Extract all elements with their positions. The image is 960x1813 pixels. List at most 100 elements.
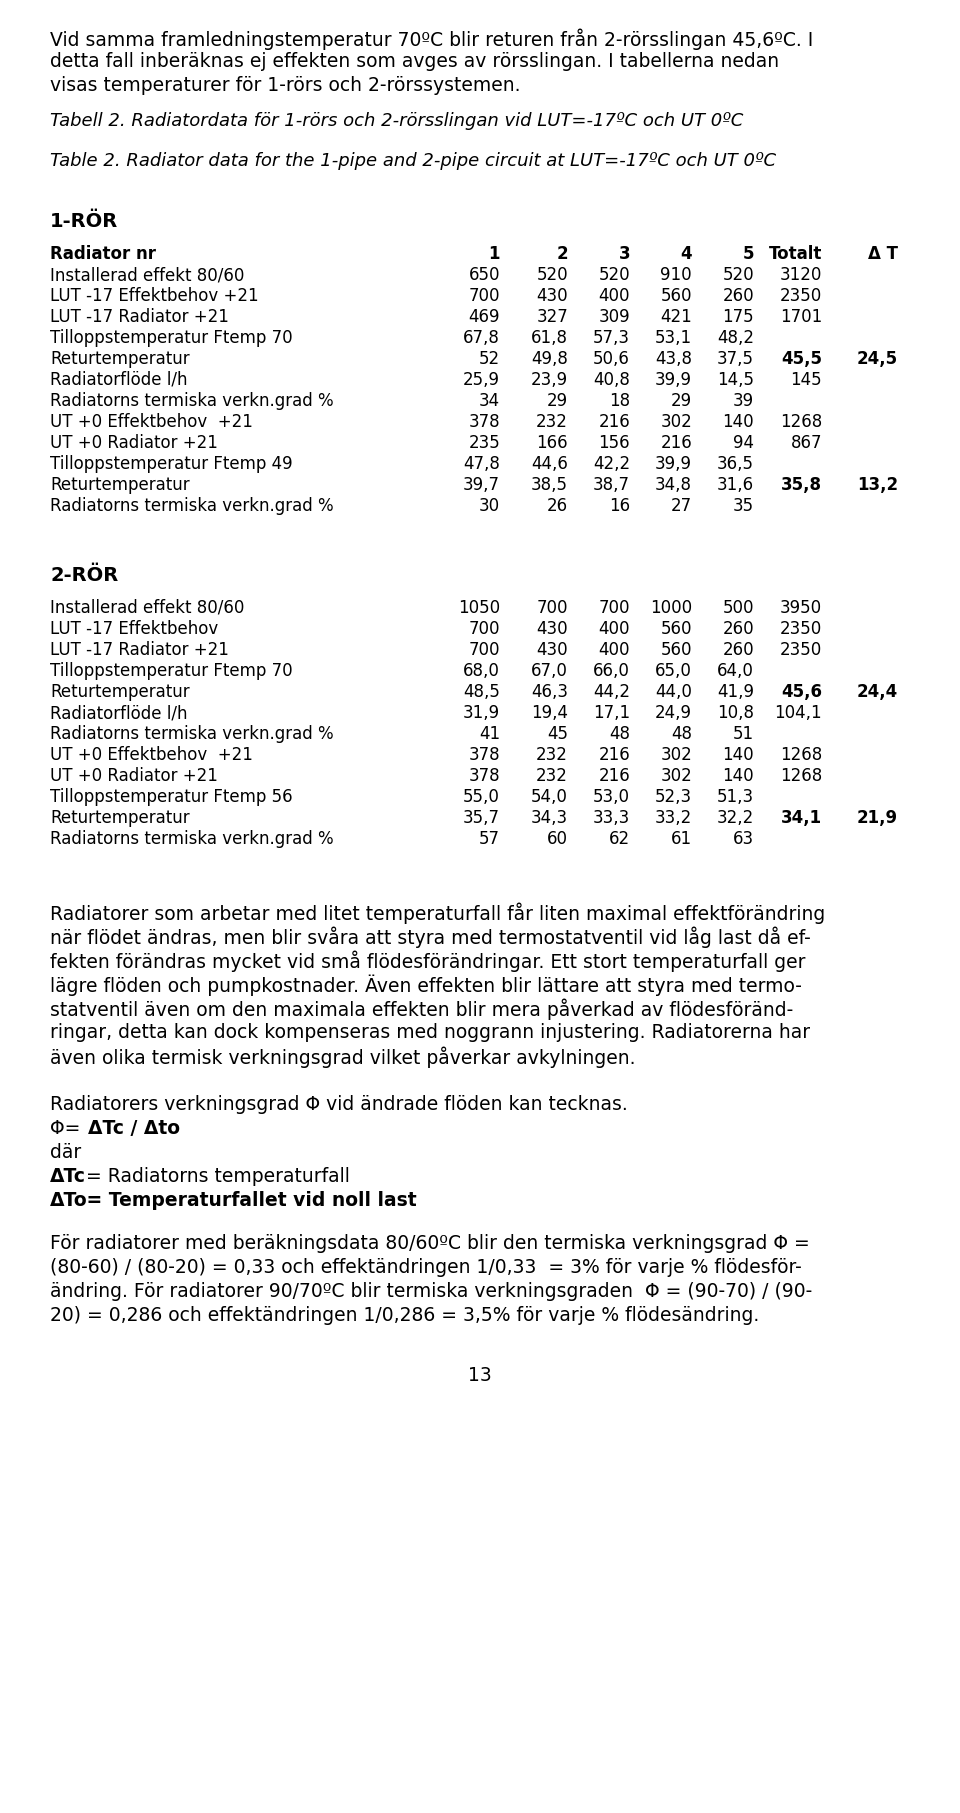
Text: 378: 378 [468, 413, 500, 431]
Text: 34,1: 34,1 [780, 809, 822, 827]
Text: UT +0 Radiator +21: UT +0 Radiator +21 [50, 433, 218, 451]
Text: Tilloppstemperatur Ftemp 70: Tilloppstemperatur Ftemp 70 [50, 662, 293, 680]
Text: Radiator nr: Radiator nr [50, 245, 156, 263]
Text: fekten förändras mycket vid små flödesförändringar. Ett stort temperaturfall ger: fekten förändras mycket vid små flödesfö… [50, 952, 805, 972]
Text: 57,3: 57,3 [593, 328, 630, 346]
Text: Returtemperatur: Returtemperatur [50, 350, 190, 368]
Text: 40,8: 40,8 [593, 372, 630, 390]
Text: UT +0 Effektbehov  +21: UT +0 Effektbehov +21 [50, 745, 252, 763]
Text: 140: 140 [722, 413, 754, 431]
Text: 166: 166 [537, 433, 568, 451]
Text: Returtemperatur: Returtemperatur [50, 809, 190, 827]
Text: 867: 867 [790, 433, 822, 451]
Text: 68,0: 68,0 [463, 662, 500, 680]
Text: Returtemperatur: Returtemperatur [50, 477, 190, 493]
Text: 39,9: 39,9 [655, 372, 692, 390]
Text: ΔTo: ΔTo [50, 1191, 87, 1209]
Text: 104,1: 104,1 [775, 703, 822, 722]
Text: 43,8: 43,8 [655, 350, 692, 368]
Text: Radiatorns termiska verkn.grad %: Radiatorns termiska verkn.grad % [50, 830, 334, 848]
Text: 14,5: 14,5 [717, 372, 754, 390]
Text: 31,6: 31,6 [717, 477, 754, 493]
Text: ΔTc / Δto: ΔTc / Δto [88, 1119, 180, 1139]
Text: 48: 48 [609, 725, 630, 743]
Text: 34,3: 34,3 [531, 809, 568, 827]
Text: 51: 51 [732, 725, 754, 743]
Text: Installerad effekt 80/60: Installerad effekt 80/60 [50, 267, 245, 285]
Text: 39: 39 [732, 392, 754, 410]
Text: 216: 216 [598, 767, 630, 785]
Text: Radiatorers verkningsgrad Φ vid ändrade flöden kan tecknas.: Radiatorers verkningsgrad Φ vid ändrade … [50, 1095, 628, 1113]
Text: 44,2: 44,2 [593, 684, 630, 702]
Text: Radiatorns termiska verkn.grad %: Radiatorns termiska verkn.grad % [50, 725, 334, 743]
Text: = Temperaturfallet vid noll last: = Temperaturfallet vid noll last [80, 1191, 417, 1209]
Text: 302: 302 [660, 767, 692, 785]
Text: 1000: 1000 [650, 598, 692, 616]
Text: Vid samma framledningstemperatur 70ºC blir returen från 2-rörsslingan 45,6ºC. I: Vid samma framledningstemperatur 70ºC bl… [50, 27, 813, 49]
Text: 26: 26 [547, 497, 568, 515]
Text: 61: 61 [671, 830, 692, 848]
Text: 62: 62 [609, 830, 630, 848]
Text: 24,9: 24,9 [655, 703, 692, 722]
Text: 33,3: 33,3 [592, 809, 630, 827]
Text: statventil även om den maximala effekten blir mera påverkad av flödesföränd-: statventil även om den maximala effekten… [50, 999, 793, 1021]
Text: 34: 34 [479, 392, 500, 410]
Text: 1268: 1268 [780, 767, 822, 785]
Text: 60: 60 [547, 830, 568, 848]
Text: 216: 216 [598, 745, 630, 763]
Text: 400: 400 [598, 286, 630, 305]
Text: 1050: 1050 [458, 598, 500, 616]
Text: 260: 260 [722, 620, 754, 638]
Text: 3120: 3120 [780, 267, 822, 285]
Text: ΔTc: ΔTc [50, 1168, 86, 1186]
Text: 430: 430 [537, 286, 568, 305]
Text: 19,4: 19,4 [531, 703, 568, 722]
Text: 520: 520 [537, 267, 568, 285]
Text: 21,9: 21,9 [857, 809, 898, 827]
Text: Installerad effekt 80/60: Installerad effekt 80/60 [50, 598, 245, 616]
Text: 13: 13 [468, 1365, 492, 1385]
Text: 1701: 1701 [780, 308, 822, 326]
Text: 1: 1 [489, 245, 500, 263]
Text: 55,0: 55,0 [463, 789, 500, 807]
Text: 232: 232 [536, 745, 568, 763]
Text: Radiatorns termiska verkn.grad %: Radiatorns termiska verkn.grad % [50, 497, 334, 515]
Text: 216: 216 [598, 413, 630, 431]
Text: 400: 400 [598, 620, 630, 638]
Text: 430: 430 [537, 620, 568, 638]
Text: För radiatorer med beräkningsdata 80/60ºC blir den termiska verkningsgrad Φ =: För radiatorer med beräkningsdata 80/60º… [50, 1235, 809, 1253]
Text: 44,6: 44,6 [531, 455, 568, 473]
Text: 53,0: 53,0 [593, 789, 630, 807]
Text: 10,8: 10,8 [717, 703, 754, 722]
Text: Φ=: Φ= [50, 1119, 92, 1139]
Text: 16: 16 [609, 497, 630, 515]
Text: Table 2. Radiator data for the 1-pipe and 2-pipe circuit at LUT=-17ºC och UT 0ºC: Table 2. Radiator data for the 1-pipe an… [50, 152, 776, 170]
Text: 53,1: 53,1 [655, 328, 692, 346]
Text: LUT -17 Effektbehov +21: LUT -17 Effektbehov +21 [50, 286, 258, 305]
Text: 1268: 1268 [780, 413, 822, 431]
Text: Tabell 2. Radiatordata för 1-rörs och 2-rörsslingan vid LUT=-17ºC och UT 0ºC: Tabell 2. Radiatordata för 1-rörs och 2-… [50, 112, 743, 131]
Text: UT +0 Effektbehov  +21: UT +0 Effektbehov +21 [50, 413, 252, 431]
Text: 45,6: 45,6 [781, 684, 822, 702]
Text: 309: 309 [598, 308, 630, 326]
Text: 2350: 2350 [780, 642, 822, 658]
Text: 232: 232 [536, 413, 568, 431]
Text: 67,0: 67,0 [531, 662, 568, 680]
Text: 910: 910 [660, 267, 692, 285]
Text: 18: 18 [609, 392, 630, 410]
Text: 560: 560 [660, 286, 692, 305]
Text: Tilloppstemperatur Ftemp 49: Tilloppstemperatur Ftemp 49 [50, 455, 293, 473]
Text: 37,5: 37,5 [717, 350, 754, 368]
Text: 469: 469 [468, 308, 500, 326]
Text: 650: 650 [468, 267, 500, 285]
Text: 520: 520 [722, 267, 754, 285]
Text: 560: 560 [660, 620, 692, 638]
Text: 430: 430 [537, 642, 568, 658]
Text: 33,2: 33,2 [655, 809, 692, 827]
Text: 29: 29 [671, 392, 692, 410]
Text: 44,0: 44,0 [655, 684, 692, 702]
Text: 1-RÖR: 1-RÖR [50, 212, 118, 230]
Text: 67,8: 67,8 [463, 328, 500, 346]
Text: 31,9: 31,9 [463, 703, 500, 722]
Text: 41,9: 41,9 [717, 684, 754, 702]
